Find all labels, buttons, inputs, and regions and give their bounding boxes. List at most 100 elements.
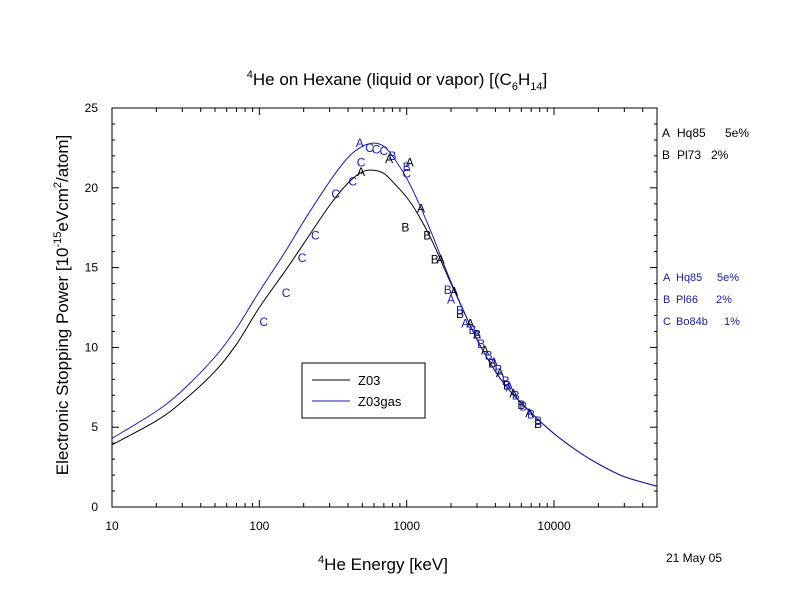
- series-line-z03gas: [111, 142, 658, 487]
- title-h-subscript: 14: [530, 81, 542, 93]
- data-point-liquid-b: B: [473, 328, 481, 342]
- y-tick-label: 0: [91, 500, 98, 514]
- data-point-gas-b: B: [456, 304, 464, 318]
- ylabel-text2: eVcm: [53, 188, 72, 231]
- data-point-gas-a: A: [461, 316, 469, 330]
- data-point-gas-a: A: [506, 380, 514, 394]
- data-point-liquid-b: B: [517, 398, 525, 412]
- data-point-liquid-a: A: [437, 253, 445, 267]
- ref-gas-b-letter: B: [663, 294, 670, 306]
- refs-gas: A Hq85 5e% B Pl66 2% C Bo84b 1%: [663, 272, 740, 328]
- data-point-liquid-a: A: [357, 165, 365, 179]
- ref-gas-a-letter: A: [663, 272, 671, 284]
- ref-gas-c: C Bo84b 1%: [663, 316, 740, 328]
- ref-liquid-b-letter: B: [662, 148, 670, 162]
- x-tick-label: 1000: [393, 519, 420, 533]
- data-point-gas-b: B: [388, 149, 396, 163]
- data-point-liquid-a: A: [385, 152, 393, 166]
- ylabel-text3: /atom]: [53, 135, 72, 182]
- data-point-gas-b: B: [534, 414, 542, 428]
- data-point-liquid-b: B: [503, 379, 511, 393]
- ref-liquid-b-ref: Pl73: [677, 148, 701, 162]
- data-point-liquid-b: B: [423, 229, 431, 243]
- ref-liquid-a-letter: A: [662, 126, 670, 140]
- data-point-gas-c: C: [357, 155, 366, 169]
- y-tick-label: 20: [85, 181, 99, 195]
- data-point-gas-b: B: [485, 348, 493, 362]
- ref-gas-c-err: 1%: [724, 316, 740, 328]
- data-point-gas-a: A: [447, 293, 455, 307]
- y-tick-label: 5: [91, 420, 98, 434]
- data-point-gas-c: C: [259, 315, 268, 329]
- title-part1: He on Hexane (liquid or vapor) [(C: [253, 70, 512, 89]
- title-h: H: [518, 70, 530, 89]
- data-point-gas-b: B: [403, 160, 411, 174]
- ref-gas-a-err: 5e%: [717, 272, 739, 284]
- x-tick-label: 10000: [537, 519, 571, 533]
- legend: Z03 Z03gas: [301, 362, 426, 419]
- ref-liquid-b: B Pl73 2%: [662, 148, 729, 162]
- legend-label-z03gas: Z03gas: [358, 394, 402, 409]
- y-tick-label: 25: [85, 101, 99, 115]
- data-point-gas-b: B: [469, 323, 477, 337]
- series-line-z03: [111, 169, 658, 487]
- data-point-gas-c: C: [348, 174, 357, 188]
- ref-liquid-a-err: 5e%: [725, 126, 749, 140]
- data-point-gas-a: A: [490, 355, 498, 369]
- ref-gas-b-err: 2%: [716, 294, 732, 306]
- data-point-liquid-a: A: [509, 387, 517, 401]
- y-tick-label: 10: [85, 340, 99, 354]
- ref-gas-b-ref: Pl66: [676, 294, 698, 306]
- data-point-liquid-b: B: [431, 253, 439, 267]
- data-point-gas-a: A: [356, 136, 364, 150]
- ylabel-text1: Electronic Stopping Power [10: [53, 248, 72, 476]
- axis-tick-labels: 10 100 1000 10000 0 5 10 15 20 25: [85, 101, 571, 533]
- ref-gas-b: B Pl66 2%: [663, 294, 732, 306]
- ref-gas-a-ref: Hq85: [676, 272, 702, 284]
- data-point-liquid-a: A: [417, 202, 425, 216]
- data-point-gas-a: A: [473, 328, 481, 342]
- data-point-gas-c: C: [311, 229, 320, 243]
- ref-liquid-a-ref: Hq85: [677, 126, 706, 140]
- data-point-liquid-b: B: [488, 356, 496, 370]
- y-axis-label: Electronic Stopping Power [10-15eVcm2/at…: [52, 135, 72, 476]
- data-point-gas-b: B: [444, 283, 452, 297]
- refs-liquid: A Hq85 5e% B Pl73 2%: [662, 126, 749, 162]
- x-tick-label: 100: [249, 519, 269, 533]
- xlabel-he-superscript: 4: [318, 554, 324, 566]
- plot-frame: [111, 107, 658, 508]
- data-point-gas-b: B: [519, 399, 527, 413]
- data-point-gas-b: B: [512, 388, 520, 402]
- data-point-liquid-a: A: [481, 344, 489, 358]
- date-stamp: 21 May 05: [666, 551, 722, 565]
- data-point-gas-c: C: [282, 286, 291, 300]
- ylabel-exp2: 2: [52, 182, 64, 188]
- curves: [111, 142, 658, 487]
- data-point-gas-c: C: [380, 144, 389, 158]
- data-point-liquid-a: A: [450, 285, 458, 299]
- data-point-gas-c: C: [402, 166, 411, 180]
- ref-gas-a: A Hq85 5e%: [663, 272, 739, 284]
- data-point-gas-b: B: [494, 363, 502, 377]
- data-point-liquid-a: A: [496, 366, 504, 380]
- legend-label-z03: Z03: [358, 373, 380, 388]
- ref-liquid-b-err: 2%: [711, 148, 729, 162]
- data-point-liquid-a: A: [525, 406, 533, 420]
- axis-ticks: [111, 107, 658, 508]
- y-tick-label: 15: [85, 261, 99, 275]
- xlabel-text: He Energy [keV]: [324, 555, 448, 574]
- data-point-gas-c: C: [331, 187, 340, 201]
- legend-box: [301, 362, 426, 419]
- data-point-gas-c: C: [365, 141, 374, 155]
- chart-title: 4He on Hexane (liquid or vapor) [(C6H14]: [247, 69, 547, 93]
- data-point-gas-b: B: [527, 407, 535, 421]
- data-point-liquid-a: A: [406, 155, 414, 169]
- data-point-gas-b: B: [477, 337, 485, 351]
- title-c-subscript: 6: [512, 81, 518, 93]
- ref-gas-c-ref: Bo84b: [676, 316, 708, 328]
- title-part2: ]: [542, 70, 547, 89]
- data-point-liquid-b: B: [401, 221, 409, 235]
- data-point-liquid-a: A: [466, 316, 474, 330]
